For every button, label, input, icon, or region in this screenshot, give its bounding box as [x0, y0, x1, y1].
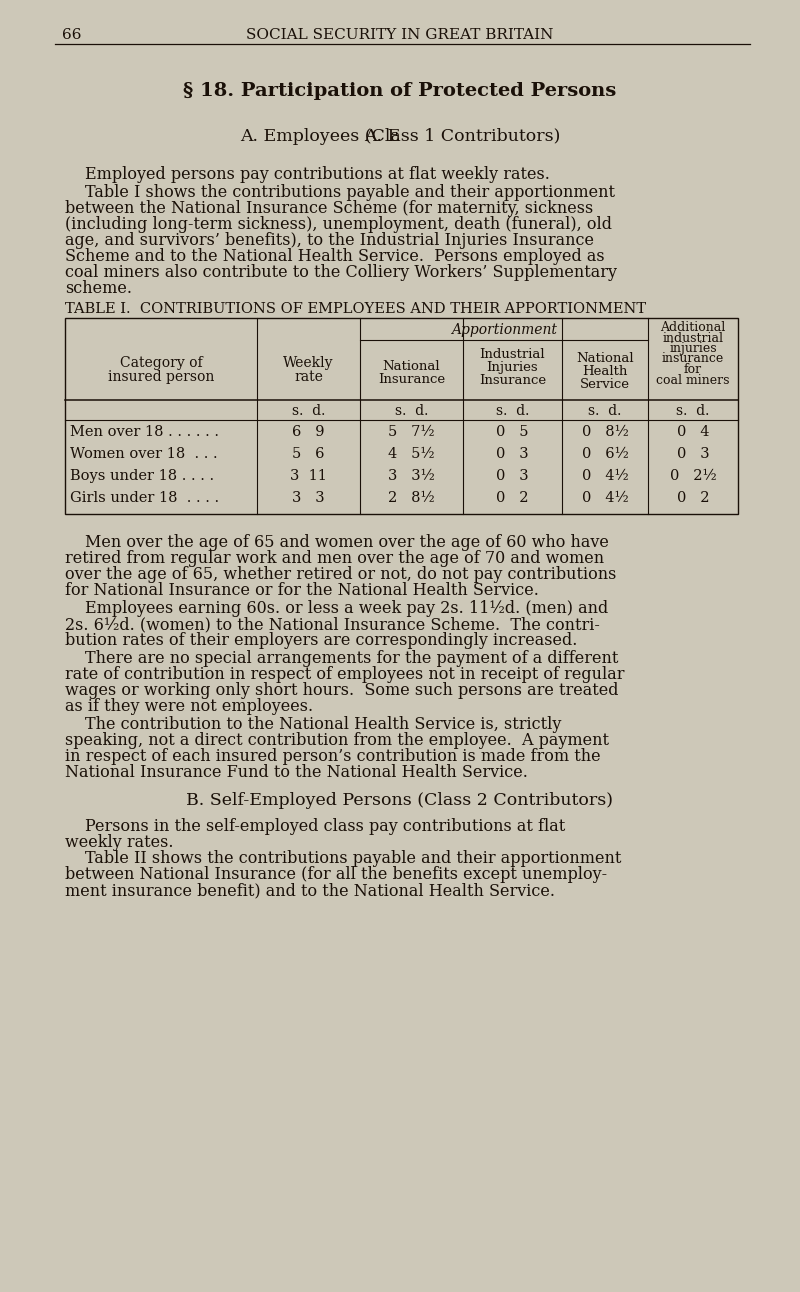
Text: ment insurance benefit) and to the National Health Service.: ment insurance benefit) and to the Natio… — [65, 882, 555, 899]
Text: rate: rate — [294, 370, 323, 384]
Text: TABLE I.  CONTRIBUTIONS OF EMPLOYEES AND THEIR APPORTIONMENT: TABLE I. CONTRIBUTIONS OF EMPLOYEES AND … — [65, 302, 646, 317]
Text: Weekly: Weekly — [283, 357, 334, 370]
Text: rate of contribution in respect of employees not in receipt of regular: rate of contribution in respect of emplo… — [65, 665, 625, 683]
Text: industrial: industrial — [662, 332, 723, 345]
Text: s.  d.: s. d. — [395, 404, 428, 419]
Text: Men over 18 . . . . . .: Men over 18 . . . . . . — [70, 425, 219, 439]
Text: 6   9: 6 9 — [292, 425, 325, 439]
Text: Persons in the self-employed class pay contributions at flat: Persons in the self-employed class pay c… — [85, 818, 566, 835]
Text: National: National — [576, 351, 634, 366]
Text: 0   4½: 0 4½ — [582, 491, 628, 505]
Text: A. Employees (Class 1 Contributors): A. Employees (Class 1 Contributors) — [240, 128, 560, 145]
Text: 2s. 6½d. (women) to the National Insurance Scheme.  The contri-: 2s. 6½d. (women) to the National Insuran… — [65, 616, 600, 633]
Text: Insurance: Insurance — [479, 373, 546, 388]
Text: 0   2: 0 2 — [677, 491, 710, 505]
Text: Boys under 18 . . . .: Boys under 18 . . . . — [70, 469, 214, 483]
Text: National Insurance Fund to the National Health Service.: National Insurance Fund to the National … — [65, 764, 528, 780]
Text: speaking, not a direct contribution from the employee.  A payment: speaking, not a direct contribution from… — [65, 733, 609, 749]
Text: 0   8½: 0 8½ — [582, 425, 628, 439]
Text: retired from regular work and men over the age of 70 and women: retired from regular work and men over t… — [65, 550, 604, 567]
Text: National: National — [382, 360, 440, 373]
Text: Men over the age of 65 and women over the age of 60 who have: Men over the age of 65 and women over th… — [85, 534, 609, 550]
Text: s.  d.: s. d. — [496, 404, 529, 419]
Text: 0   3: 0 3 — [496, 447, 529, 461]
Text: Additional: Additional — [660, 320, 726, 335]
Text: as if they were not employees.: as if they were not employees. — [65, 698, 313, 714]
Text: 2   8½: 2 8½ — [388, 491, 435, 505]
Text: 0   3: 0 3 — [677, 447, 710, 461]
Text: between the National Insurance Scheme (for maternity, sickness: between the National Insurance Scheme (f… — [65, 200, 594, 217]
Text: insured person: insured person — [108, 370, 214, 384]
Text: s.  d.: s. d. — [588, 404, 622, 419]
Text: SOCIAL SECURITY IN GREAT BRITAIN: SOCIAL SECURITY IN GREAT BRITAIN — [246, 28, 554, 43]
Text: bution rates of their employers are correspondingly increased.: bution rates of their employers are corr… — [65, 632, 578, 649]
Text: Table II shows the contributions payable and their apportionment: Table II shows the contributions payable… — [85, 850, 622, 867]
Bar — [65, 318, 738, 514]
Text: 5   6: 5 6 — [292, 447, 325, 461]
Text: Employees earning 60s. or less a week pay 2s. 11½d. (men) and: Employees earning 60s. or less a week pa… — [85, 599, 608, 618]
Text: 3   3: 3 3 — [292, 491, 325, 505]
Text: 66: 66 — [62, 28, 82, 43]
Text: B. Self-Employed Persons (Class 2 Contributors): B. Self-Employed Persons (Class 2 Contri… — [186, 792, 614, 809]
Text: 0   4½: 0 4½ — [582, 469, 628, 483]
Text: age, and survivors’ benefits), to the Industrial Injuries Insurance: age, and survivors’ benefits), to the In… — [65, 233, 594, 249]
Text: coal miners also contribute to the Colliery Workers’ Supplementary: coal miners also contribute to the Colli… — [65, 264, 617, 280]
Text: 0   4: 0 4 — [677, 425, 710, 439]
Text: Category of: Category of — [120, 357, 202, 370]
Text: A. E: A. E — [364, 128, 400, 145]
Text: 3  11: 3 11 — [290, 469, 327, 483]
Text: weekly rates.: weekly rates. — [65, 835, 174, 851]
Text: Apportionment: Apportionment — [451, 323, 557, 337]
Text: There are no special arrangements for the payment of a different: There are no special arrangements for th… — [85, 650, 618, 667]
Text: Girls under 18  . . . .: Girls under 18 . . . . — [70, 491, 219, 505]
Text: 0   2½: 0 2½ — [670, 469, 716, 483]
Text: injuries: injuries — [669, 342, 717, 355]
Text: Health: Health — [582, 366, 628, 379]
Text: wages or working only short hours.  Some such persons are treated: wages or working only short hours. Some … — [65, 682, 618, 699]
Text: 0   3: 0 3 — [496, 469, 529, 483]
Text: 0   5: 0 5 — [496, 425, 529, 439]
Text: Insurance: Insurance — [378, 373, 445, 386]
Text: 3   3½: 3 3½ — [388, 469, 435, 483]
Text: coal miners: coal miners — [656, 373, 730, 386]
Text: The contribution to the National Health Service is, strictly: The contribution to the National Health … — [85, 716, 562, 733]
Text: Women over 18  . . .: Women over 18 . . . — [70, 447, 218, 461]
Text: between National Insurance (for all the benefits except unemploy-: between National Insurance (for all the … — [65, 866, 607, 882]
Text: 0   6½: 0 6½ — [582, 447, 628, 461]
Text: for National Insurance or for the National Health Service.: for National Insurance or for the Nation… — [65, 581, 539, 599]
Text: 4   5½: 4 5½ — [388, 447, 434, 461]
Text: (including long-term sickness), unemployment, death (funeral), old: (including long-term sickness), unemploy… — [65, 216, 612, 233]
Text: Service: Service — [580, 379, 630, 391]
Text: Table I shows the contributions payable and their apportionment: Table I shows the contributions payable … — [85, 183, 615, 202]
Text: 5   7½: 5 7½ — [388, 425, 434, 439]
Text: over the age of 65, whether retired or not, do not pay contributions: over the age of 65, whether retired or n… — [65, 566, 616, 583]
Text: s.  d.: s. d. — [676, 404, 710, 419]
Text: Industrial: Industrial — [480, 348, 546, 360]
Text: Scheme and to the National Health Service.  Persons employed as: Scheme and to the National Health Servic… — [65, 248, 605, 265]
Text: Employed persons pay contributions at flat weekly rates.: Employed persons pay contributions at fl… — [85, 165, 550, 183]
Text: insurance: insurance — [662, 353, 724, 366]
Text: in respect of each insured person’s contribution is made from the: in respect of each insured person’s cont… — [65, 748, 601, 765]
Text: for: for — [684, 363, 702, 376]
Text: scheme.: scheme. — [65, 280, 132, 297]
Text: Injuries: Injuries — [486, 360, 538, 373]
Text: 0   2: 0 2 — [496, 491, 529, 505]
Text: s.  d.: s. d. — [292, 404, 325, 419]
Text: § 18. Participation of Protected Persons: § 18. Participation of Protected Persons — [183, 81, 617, 99]
